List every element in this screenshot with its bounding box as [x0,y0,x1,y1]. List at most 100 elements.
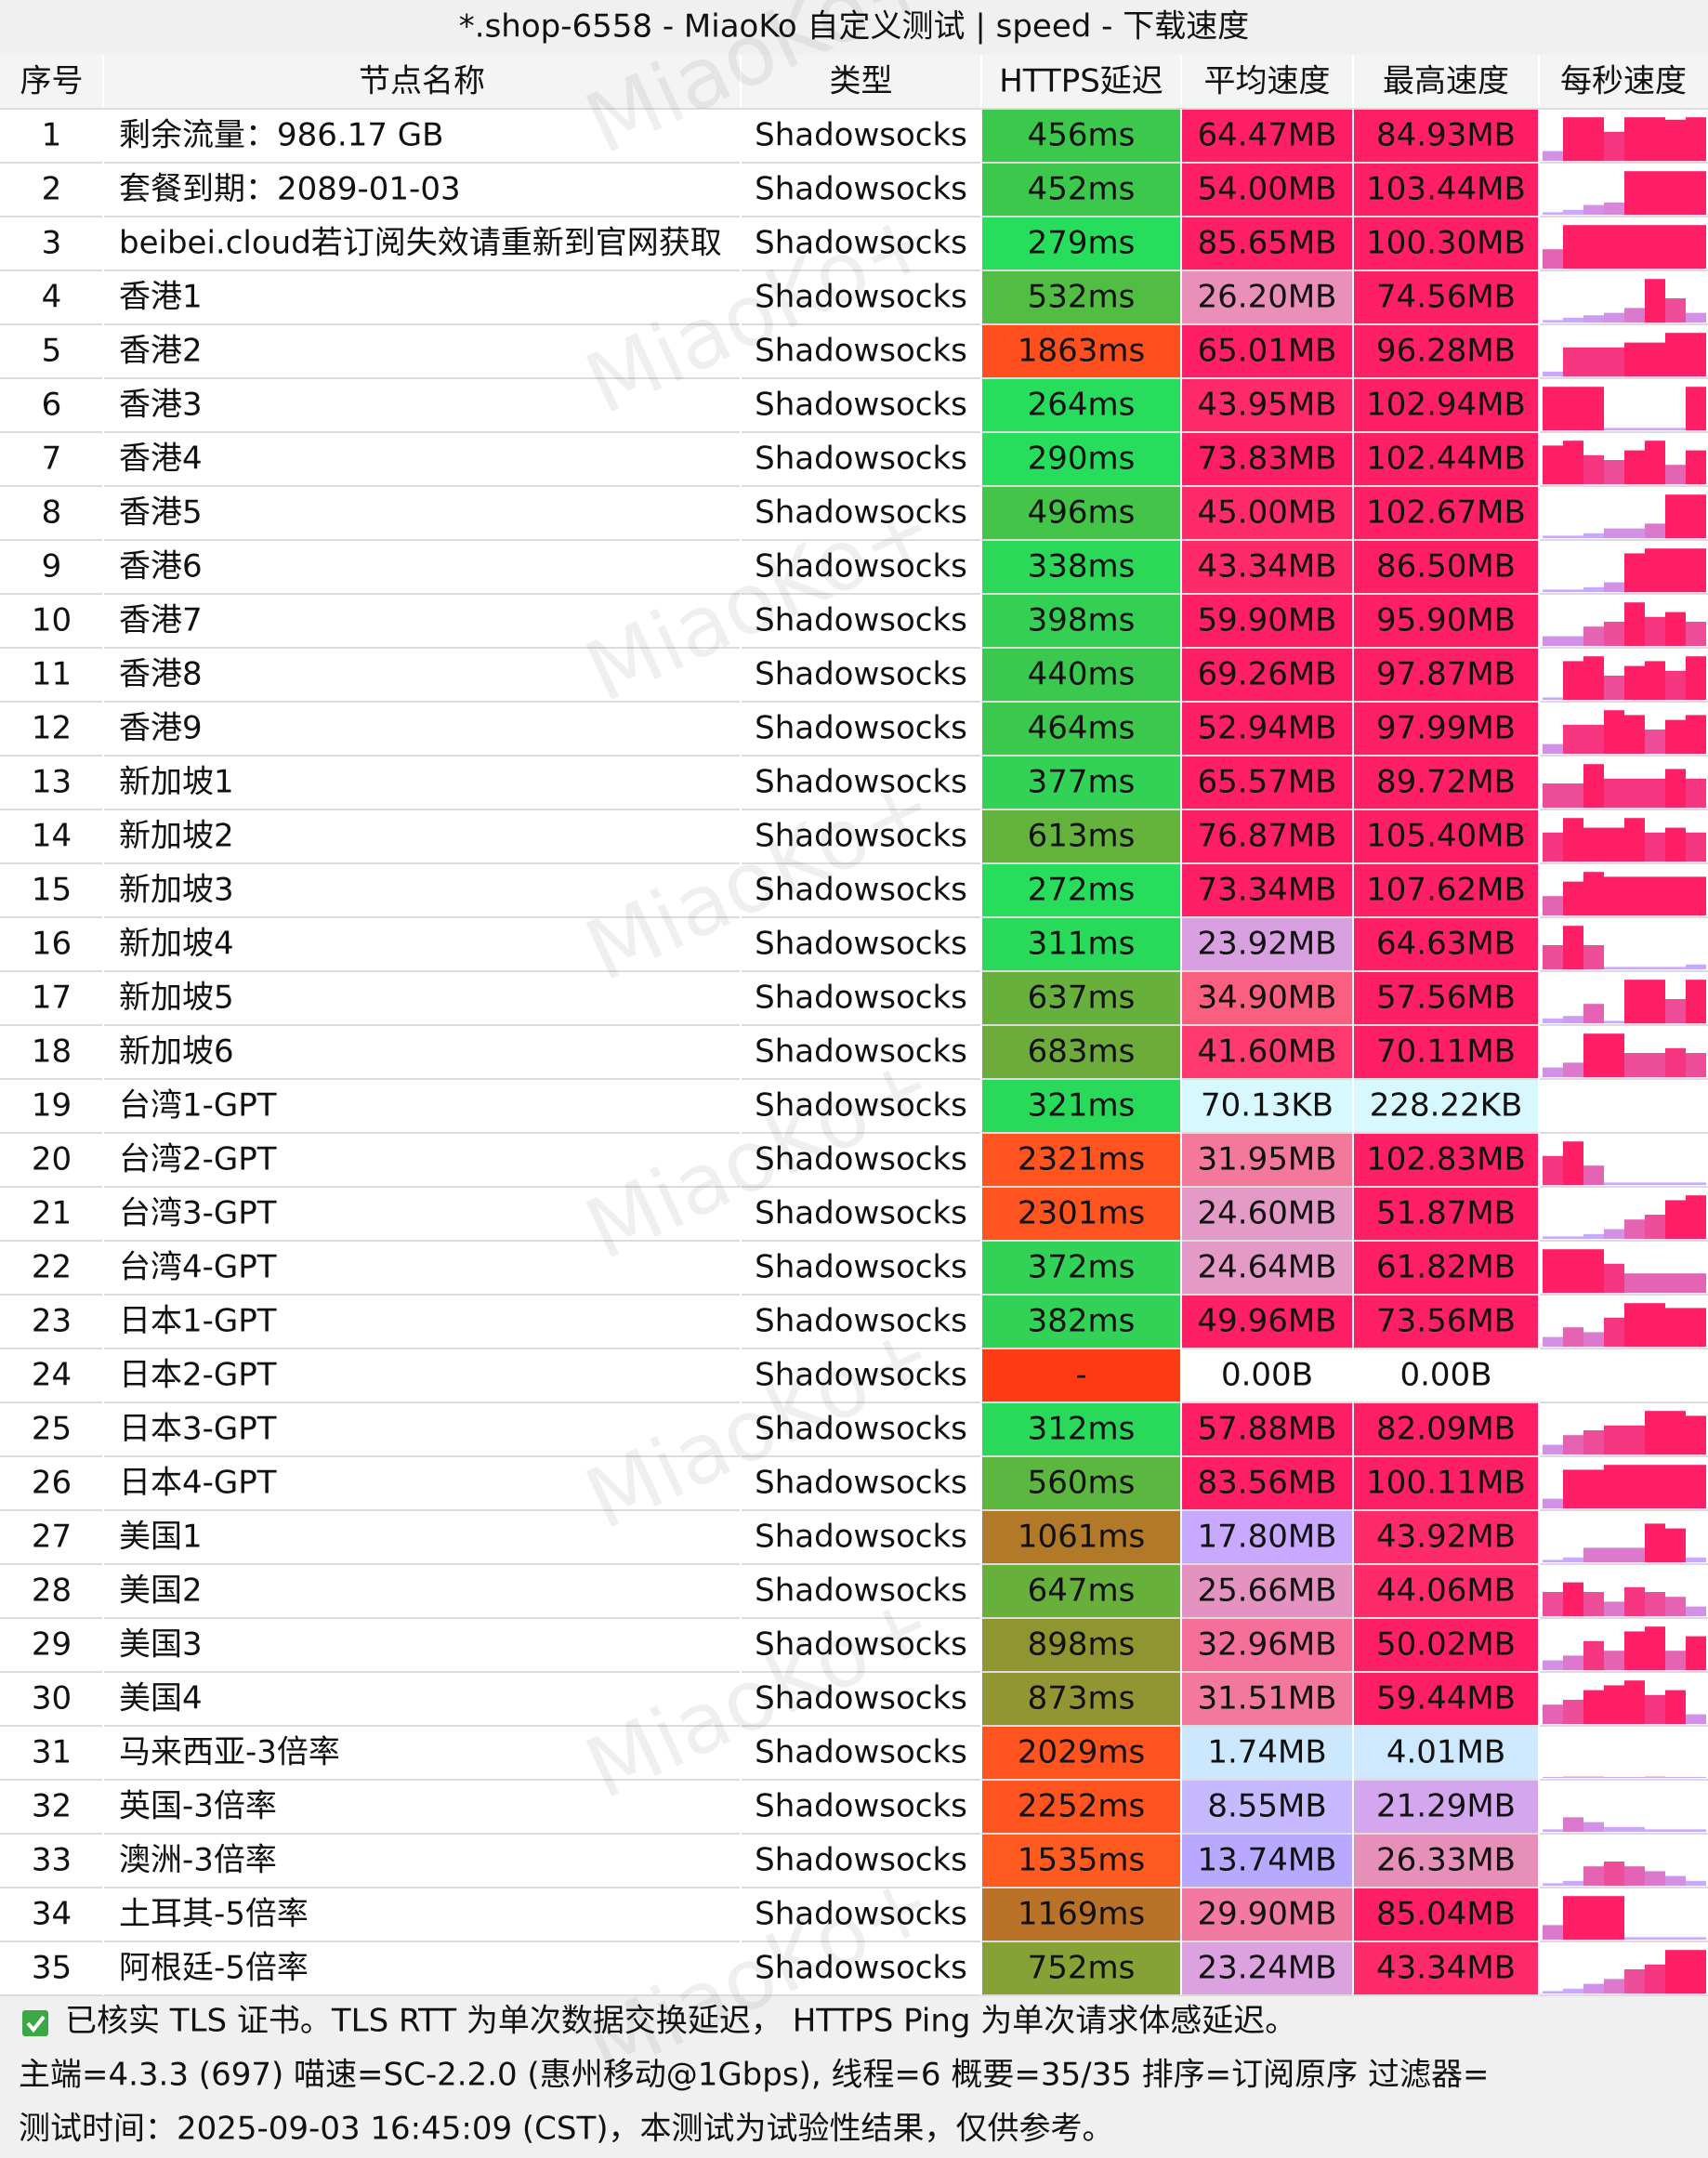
node-name: 美国4 [119,1680,203,1717]
speed-bar [1604,1685,1624,1724]
row-index: 1 [42,117,62,154]
latency-cell [982,864,1180,916]
node-type: Shadowsocks [755,1680,967,1717]
latency-cell [982,1835,1180,1887]
latency-cell [982,1134,1180,1186]
speed-bar [1665,612,1686,646]
latency-cell [982,810,1180,862]
speed-bar [1543,151,1563,161]
speed-bar [1604,428,1624,430]
speed-bar [1686,832,1706,862]
speed-bar [1624,1465,1645,1508]
header-cell: 类型 [830,63,893,100]
speed-bar [1624,665,1645,700]
speed-bar [1665,1597,1686,1616]
max-speed-cell [1354,595,1538,647]
avg-speed-cell [1182,1349,1352,1401]
speed-bar [1686,1950,1706,1994]
speed-bar [1624,528,1645,538]
speed-bar [1604,1651,1624,1670]
latency: 2301ms [1018,1195,1145,1232]
max-speed: 26.33MB [1376,1842,1516,1879]
speed-bar [1624,1303,1645,1347]
speed-bar [1665,119,1686,161]
avg-speed: 70.13KB [1201,1087,1334,1125]
avg-speed: 43.95MB [1198,387,1337,424]
speed-bar [1624,308,1645,322]
max-speed: 97.99MB [1376,710,1516,747]
avg-speed: 65.57MB [1198,764,1337,801]
max-speed-cell [1354,1619,1538,1671]
avg-speed: 76.87MB [1198,818,1337,855]
check-mark [26,2015,46,2033]
max-speed: 44.06MB [1376,1572,1516,1610]
speed-bar [1624,1631,1645,1670]
speed-bar [1583,1547,1604,1562]
speed-bar [1624,876,1645,915]
avg-speed-cell [1182,1727,1352,1779]
speed-bar [1583,347,1604,376]
speed-bar [1583,626,1604,646]
avg-speed-cell [1182,1080,1352,1132]
avg-speed-cell [1182,379,1352,431]
speed-bar [1543,320,1563,322]
row-index: 17 [32,980,72,1017]
node-name: 台湾3-GPT [119,1195,277,1232]
avg-speed-cell [1182,1781,1352,1833]
avg-speed-cell [1182,1619,1352,1671]
speed-bar [1543,1498,1563,1508]
speed-bar [1624,553,1645,592]
speed-bar [1645,1694,1665,1724]
row-index: 34 [32,1896,72,1933]
speed-bar [1686,1195,1706,1239]
latency: 637ms [1028,980,1136,1017]
speed-bar [1665,1273,1686,1293]
latency: 752ms [1028,1950,1136,1987]
max-speed-cell [1354,1942,1538,1994]
node-name: 香港5 [119,494,203,532]
node-name: 阿根廷-5倍率 [119,1950,309,1987]
max-speed-cell [1354,325,1538,377]
latency: 2321ms [1018,1141,1145,1178]
speed-bar [1645,1182,1665,1185]
avg-speed: 23.24MB [1198,1950,1337,1987]
speed-bar [1645,1411,1665,1454]
max-speed-cell [1354,1727,1538,1779]
speed-bar [1645,279,1665,322]
max-speed: 73.56MB [1376,1303,1516,1340]
max-speed: 102.67MB [1366,494,1526,532]
speed-bar [1583,1249,1604,1293]
speed-bar [1543,1592,1563,1616]
latency-cell [982,1296,1180,1348]
header-cell: 最高速度 [1383,63,1509,100]
speed-bar [1665,769,1686,808]
max-speed: 50.02MB [1376,1626,1516,1664]
speed-bar [1624,1182,1645,1185]
footer-note: 主端=4.3.3 (697) 喵速=SC-2.2.0 (惠州移动@1Gbps),… [19,2057,1489,2094]
max-speed: 84.93MB [1376,117,1516,154]
node-type: Shadowsocks [755,1734,967,1771]
speed-bar [1563,1817,1583,1832]
speed-bar [1563,661,1583,700]
avg-speed: 69.26MB [1198,656,1337,693]
speed-bar [1563,1435,1583,1454]
row-index: 9 [42,548,62,586]
avg-speed-cell [1182,1134,1352,1186]
header-cell: HTTPS延迟 [999,63,1163,100]
node-type: Shadowsocks [755,710,967,747]
speed-bar [1583,1165,1604,1185]
node-type: Shadowsocks [755,1950,967,1987]
max-speed: 64.63MB [1376,926,1516,963]
node-type: Shadowsocks [755,1033,967,1071]
avg-speed: 26.20MB [1198,279,1337,316]
speed-bar [1624,1776,1645,1778]
speed-bar [1645,1215,1665,1239]
max-speed-cell [1354,810,1538,862]
speed-bar [1645,1937,1665,1940]
max-speed-cell [1354,1134,1538,1186]
node-name: 香港1 [119,279,203,316]
avg-speed: 57.88MB [1198,1411,1337,1448]
node-name: 美国3 [119,1626,203,1664]
speed-bar [1543,1776,1563,1778]
speed-bar [1563,1249,1583,1293]
